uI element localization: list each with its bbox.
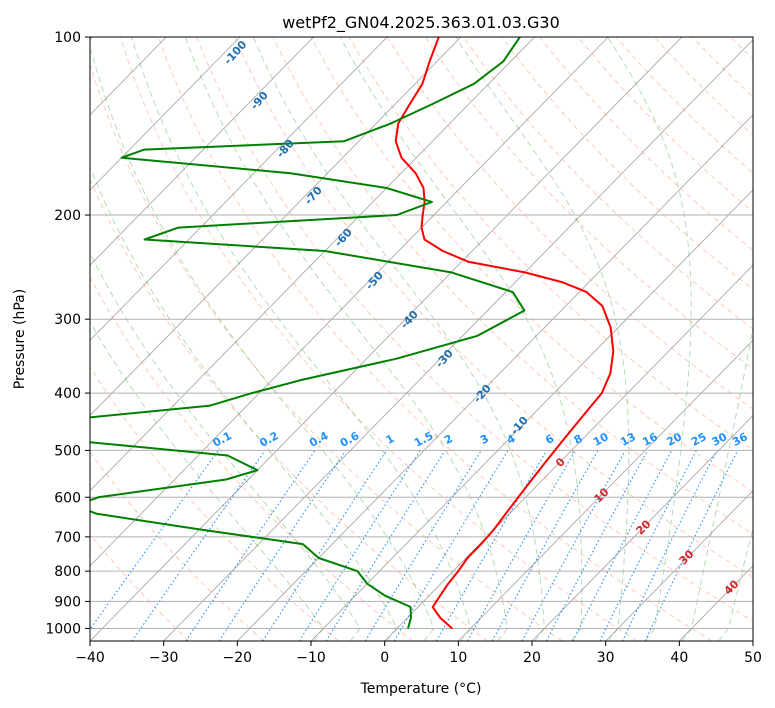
x-tick-label: 30 [597, 650, 615, 666]
isotherm-line [90, 37, 535, 492]
isotherm-line [605, 490, 753, 641]
mixing-ratio-line [599, 450, 697, 641]
isotherm-line [752, 640, 753, 641]
x-tick-label: −10 [296, 650, 326, 666]
y-tick-label: 1000 [45, 621, 81, 637]
mixing-ratio-line [621, 450, 718, 641]
x-axis-label: Temperature (°C) [360, 681, 482, 697]
mixing-ratio-label: 20 [664, 430, 684, 449]
y-axis-ticks: 100 200 300 400 500 600 700 800 900 1000 [45, 30, 90, 637]
y-tick-label: 900 [54, 594, 81, 610]
isotherm-line [90, 37, 462, 417]
y-tick-label: 400 [54, 386, 81, 402]
dry-adiabat-line [501, 37, 753, 290]
profile-lines [90, 37, 615, 630]
mixing-ratio-line [185, 450, 316, 641]
background-lines [90, 37, 775, 641]
dry-adiabat-line [424, 37, 753, 370]
mixing-ratio-label: 25 [689, 430, 709, 449]
x-tick-label: 40 [670, 650, 688, 666]
dewpoint-line [90, 37, 526, 629]
x-tick-label: 50 [744, 650, 762, 666]
isotherm-line [531, 414, 753, 641]
y-tick-label: 500 [54, 443, 81, 459]
y-tick-label: 300 [54, 312, 81, 328]
isotherm-line [458, 339, 753, 641]
isotherm-line [90, 37, 314, 266]
mixing-ratio-line [298, 450, 421, 641]
mixing-ratio-label: 36 [730, 430, 750, 449]
dry-adiabat-line [310, 37, 753, 493]
mixing-ratio-line [491, 450, 599, 641]
temperature-line [394, 37, 615, 630]
isotherm-line [90, 37, 683, 641]
isotherm-line [163, 39, 753, 641]
mixing-ratio-line [521, 450, 626, 641]
isotherm-line [237, 114, 753, 641]
chart-title: wetPf2_GN04.2025.363.01.03.G30 [282, 13, 560, 33]
y-axis-label: Pressure (hPa) [12, 289, 28, 389]
mixing-ratio-line [467, 450, 576, 641]
dry-adiabat-line [119, 37, 638, 641]
dry-adiabat-line [769, 37, 775, 641]
moist-adiabat-line [131, 37, 472, 641]
moist-adiabat-line [90, 49, 435, 641]
y-tick-label: 700 [54, 530, 81, 546]
isotherm-line [90, 37, 241, 191]
mixing-ratio-line [262, 450, 388, 641]
mixing-ratio-label: 30 [710, 430, 730, 449]
pressure-gridlines [90, 37, 753, 629]
mixing-ratio-line [218, 450, 347, 641]
dry-adiabat-line [90, 62, 563, 641]
moist-adiabat-line [90, 252, 361, 641]
x-tick-label: −40 [75, 650, 105, 666]
isotherm-line [90, 37, 609, 567]
y-tick-label: 800 [54, 564, 81, 580]
y-tick-label: 600 [54, 490, 81, 506]
dry-adiabat-line [90, 276, 414, 641]
mixing-ratio-label: 16 [640, 430, 660, 449]
x-tick-label: −30 [149, 650, 179, 666]
plot-frame [89, 36, 754, 642]
isotherm-line [310, 189, 753, 641]
moist-adiabat-line [681, 325, 753, 641]
isotherm-line [90, 37, 388, 341]
dry-adiabat-line [90, 366, 339, 641]
y-tick-label: 200 [54, 208, 81, 224]
mixing-ratio-line [90, 450, 219, 631]
x-tick-label: 0 [380, 650, 389, 666]
moist-adiabat-line [252, 37, 545, 641]
moist-adiabat-line [607, 37, 692, 641]
mixing-ratio-line [131, 450, 266, 641]
dry-adiabat-line [234, 37, 753, 578]
mixing-ratio-label: 13 [618, 430, 638, 449]
x-tick-label: 10 [449, 650, 467, 666]
dry-adiabat-line [386, 37, 753, 410]
x-axis-ticks: −40 −30 −20 −10 0 10 20 30 40 50 [75, 641, 762, 666]
dry-adiabat-line [272, 37, 753, 535]
plot-background [90, 37, 753, 641]
mixing-ratio-line [364, 450, 482, 641]
mixing-ratio-label: 10 [591, 430, 611, 449]
x-tick-label: 20 [523, 650, 541, 666]
x-tick-label: −20 [223, 650, 253, 666]
moist-adiabat-line [455, 37, 630, 641]
y-tick-label: 100 [54, 30, 81, 46]
moist-adiabat-line [90, 321, 324, 641]
